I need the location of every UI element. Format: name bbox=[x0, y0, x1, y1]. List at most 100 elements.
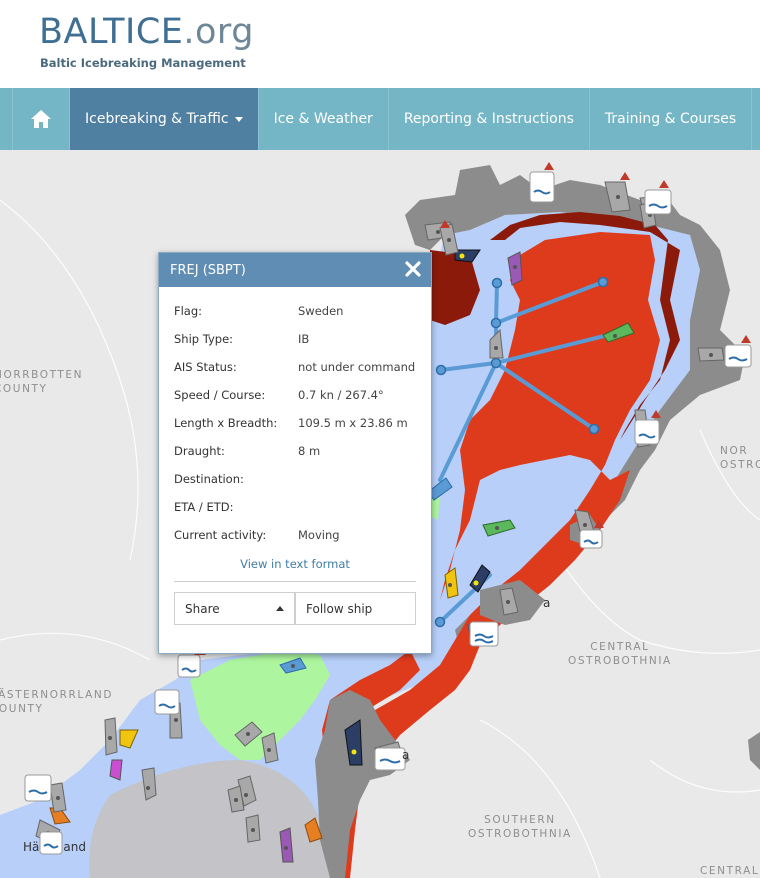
port-warning-icon[interactable] bbox=[620, 172, 630, 180]
map-edge-shape bbox=[748, 732, 760, 770]
map-label-norrbotten: NORRBOTTENCOUNTY bbox=[0, 369, 84, 395]
follow-ship-button[interactable]: Follow ship bbox=[295, 592, 416, 625]
ship-marker[interactable] bbox=[427, 477, 453, 501]
map-label-north-ostrobothnia: NOROSTRO bbox=[720, 445, 760, 471]
field-key: Destination: bbox=[174, 472, 244, 486]
nav-item-training-courses[interactable]: Training & Courses bbox=[590, 88, 753, 150]
port-icons bbox=[24, 162, 752, 855]
field-key: Draught: bbox=[174, 444, 225, 458]
ship-marker[interactable] bbox=[454, 249, 481, 263]
field-key: ETA / ETD: bbox=[174, 500, 234, 514]
popup-field-row: Length x Breadth: 109.5 m x 23.86 m bbox=[174, 409, 416, 437]
ship-marker[interactable] bbox=[344, 719, 363, 766]
nav-item-reporting-instructions[interactable]: Reporting & Instructions bbox=[389, 88, 590, 150]
popup-field-row: Destination: bbox=[174, 465, 416, 493]
nav-item-label: Training & Courses bbox=[604, 111, 737, 127]
port-icon[interactable] bbox=[469, 621, 499, 647]
ship-marker[interactable] bbox=[444, 567, 459, 599]
port-warning-icon[interactable] bbox=[634, 410, 661, 445]
waypoint[interactable] bbox=[597, 276, 609, 288]
popup-body: Flag: Sweden Ship Type: IB AIS Status: not un… bbox=[159, 287, 431, 625]
port-icon[interactable] bbox=[374, 747, 406, 771]
site-logo[interactable]: BALTICE.org bbox=[39, 12, 254, 52]
waypoint[interactable] bbox=[434, 616, 446, 628]
popup-field-row: Ship Type: IB bbox=[174, 325, 416, 353]
field-value: 0.7 kn / 267.4° bbox=[298, 388, 384, 402]
field-key: Speed / Course: bbox=[174, 388, 266, 402]
open-ice bbox=[190, 650, 330, 760]
field-value: not under command bbox=[298, 360, 416, 374]
ship-marker[interactable] bbox=[141, 767, 157, 801]
compact-ice-west bbox=[430, 250, 480, 325]
ship-marker[interactable] bbox=[304, 817, 323, 843]
ship-marker[interactable] bbox=[109, 759, 123, 781]
popup-field-row: Draught: 8 m bbox=[174, 437, 416, 465]
waypoint[interactable] bbox=[491, 277, 503, 289]
map-label-southern-ostrobothnia: SOUTHERN OSTROBOTHNIA bbox=[468, 814, 572, 840]
map-label-central-ostrobothnia: CENTRAL OSTROBOTHNIA bbox=[568, 641, 672, 667]
port-warning-icon[interactable] bbox=[644, 180, 672, 215]
ship-marker[interactable] bbox=[119, 729, 139, 749]
field-key: Flag: bbox=[174, 304, 203, 318]
caret-up-icon bbox=[276, 606, 284, 611]
very-close-ice bbox=[330, 232, 660, 878]
view-text-format-link[interactable]: View in text format bbox=[240, 557, 350, 571]
waypoint[interactable] bbox=[435, 364, 447, 376]
field-value: Sweden bbox=[298, 304, 344, 318]
nav-item-icebreaking-traffic[interactable]: Icebreaking & Traffic bbox=[70, 88, 259, 150]
ship-marker[interactable] bbox=[489, 328, 504, 359]
field-value: Moving bbox=[298, 528, 340, 542]
field-key: Current activity: bbox=[174, 528, 267, 542]
ship-marker[interactable] bbox=[279, 827, 294, 863]
field-value: IB bbox=[298, 332, 310, 346]
site-header: BALTICE.org Baltic Icebreaking Managemen… bbox=[0, 0, 760, 88]
field-key: Length x Breadth: bbox=[174, 416, 278, 430]
port-warning-icon[interactable] bbox=[579, 520, 604, 549]
nav-item-ice-weather[interactable]: Ice & Weather bbox=[259, 88, 389, 150]
field-key: AIS Status: bbox=[174, 360, 237, 374]
nav-home-button[interactable] bbox=[12, 88, 70, 150]
popup-field-row: ETA / ETD: bbox=[174, 493, 416, 521]
fast-ice-north bbox=[405, 165, 745, 650]
admin-boundaries bbox=[0, 199, 760, 878]
port-warning-icon[interactable] bbox=[24, 774, 52, 802]
map-label-town: a bbox=[402, 748, 410, 762]
route-waypoints bbox=[434, 276, 609, 628]
port-icon[interactable] bbox=[39, 831, 63, 855]
port-warning-icon[interactable] bbox=[154, 689, 180, 715]
waypoint[interactable] bbox=[490, 317, 502, 329]
ship-marker[interactable] bbox=[261, 732, 279, 764]
map-label-town: a bbox=[543, 596, 551, 610]
popup-field-row: Current activity: Moving bbox=[174, 521, 416, 549]
nav-item-label: Icebreaking & Traffic bbox=[85, 111, 229, 127]
home-icon bbox=[31, 110, 51, 128]
nav-item-label: Ice & Weather bbox=[273, 111, 373, 127]
share-label: Share bbox=[185, 601, 220, 616]
popup-field-row: AIS Status: not under command bbox=[174, 353, 416, 381]
close-icon[interactable] bbox=[403, 259, 423, 279]
main-nav: Icebreaking & Traffic Ice & Weather Repo… bbox=[0, 88, 760, 150]
map-label-vasternorrland: VÄSTERNORRLANDCOUNTY bbox=[0, 689, 114, 715]
map-label-central: CENTRAL bbox=[700, 865, 760, 877]
ship-info-popup: FREJ (SBPT) Flag: Sweden Ship Type: IB AIS S… bbox=[158, 252, 432, 654]
logo-tld: .org bbox=[183, 12, 254, 52]
map-label-harnosand: Hä and bbox=[23, 840, 86, 854]
waypoint[interactable] bbox=[588, 423, 600, 435]
popup-title: FREJ (SBPT) bbox=[170, 262, 246, 278]
nav-item-label: Reporting & Instructions bbox=[403, 111, 574, 127]
popup-field-row: Flag: Sweden bbox=[174, 297, 416, 325]
share-dropdown[interactable]: Share bbox=[174, 592, 295, 625]
port-warning-icon[interactable] bbox=[440, 220, 450, 228]
waypoint[interactable] bbox=[490, 357, 502, 369]
field-value: 109.5 m x 23.86 m bbox=[298, 416, 408, 430]
ship-marker[interactable] bbox=[602, 322, 635, 343]
popup-field-row: Speed / Course: 0.7 kn / 267.4° bbox=[174, 381, 416, 409]
follow-ship-label: Follow ship bbox=[306, 601, 373, 616]
popup-divider bbox=[174, 581, 416, 582]
popup-header: FREJ (SBPT) bbox=[159, 253, 431, 287]
caret-down-icon bbox=[234, 116, 243, 122]
port-warning-icon[interactable] bbox=[529, 162, 555, 203]
port-warning-icon[interactable] bbox=[724, 335, 752, 368]
field-value: 8 m bbox=[298, 444, 321, 458]
logo-main: BALTICE bbox=[39, 12, 184, 52]
